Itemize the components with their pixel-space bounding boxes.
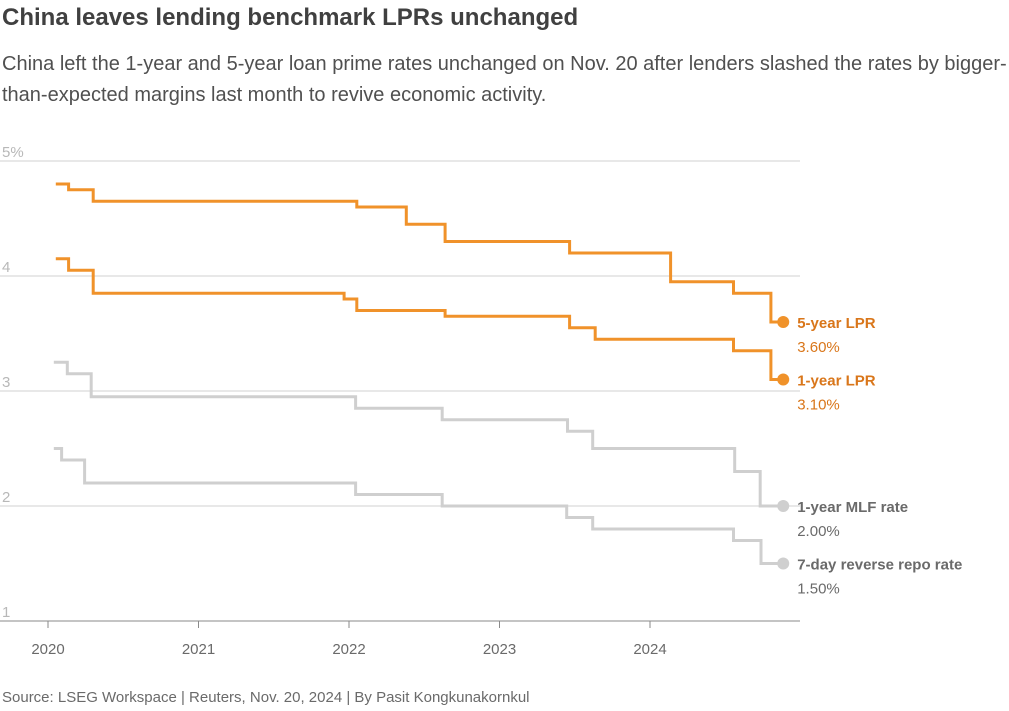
series-line <box>55 182 784 324</box>
x-tick-label: 2022 <box>332 641 365 658</box>
y-tick-label: 1 <box>2 604 10 621</box>
series-line <box>55 257 784 381</box>
x-tick-label: 2023 <box>483 641 516 658</box>
y-tick-label: 5% <box>2 144 24 161</box>
series-label: 1-year LPR <box>797 373 876 390</box>
series-end-point <box>777 373 790 386</box>
series-line <box>53 360 784 508</box>
x-tick-label: 2020 <box>31 641 64 658</box>
x-tick-label: 2021 <box>182 641 215 658</box>
chart-title: China leaves lending benchmark LPRs unch… <box>2 4 579 31</box>
series-end-value: 2.00% <box>797 523 840 540</box>
y-tick-label: 4 <box>2 259 10 276</box>
series-end-value: 3.10% <box>797 397 840 414</box>
x-tick-label: 2024 <box>633 641 666 658</box>
series-end-point <box>777 557 790 570</box>
y-tick-label: 3 <box>2 374 10 391</box>
source-note: Source: LSEG Workspace | Reuters, Nov. 2… <box>2 689 530 706</box>
y-tick-label: 2 <box>2 489 10 506</box>
series-end-point <box>777 500 790 512</box>
series-end-point <box>777 316 790 328</box>
series-end-value: 1.50% <box>797 581 840 598</box>
chart-subtitle: China left the 1-year and 5-year loan pr… <box>2 53 1007 106</box>
series-label: 5-year LPR <box>797 315 876 332</box>
chart-area: 5% 4 3 2 1 2020 2021 2022 2023 2024 5-year LPR 3.60… <box>0 144 962 658</box>
series-label: 1-year MLF rate <box>797 499 908 516</box>
series-label: 7-day reverse repo rate <box>797 557 962 574</box>
series-line <box>53 447 784 565</box>
series-end-value: 3.60% <box>797 339 840 356</box>
